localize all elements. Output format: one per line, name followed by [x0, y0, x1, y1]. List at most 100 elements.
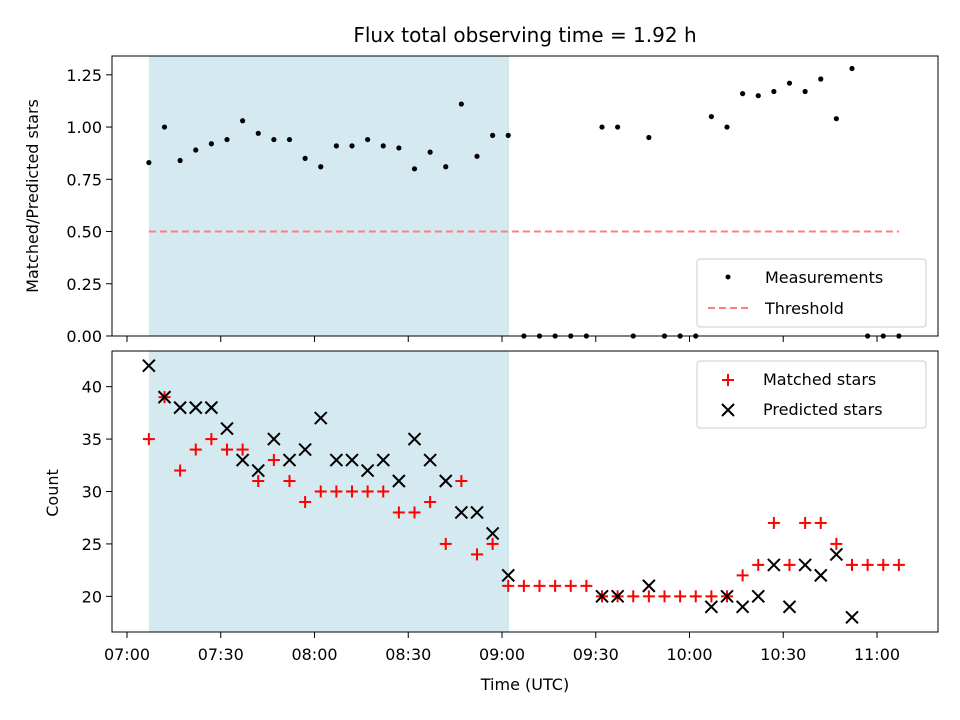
predicted-star-point	[501, 568, 515, 583]
matched-star-point	[330, 485, 343, 498]
matched-star-point	[439, 537, 452, 550]
count-legend-box	[696, 360, 927, 429]
predicted-star-point	[454, 505, 469, 520]
predicted-star-point	[251, 463, 265, 478]
predicted-star-point-b	[282, 453, 297, 467]
matched-star-point	[517, 579, 530, 592]
ratio-frame	[111, 55, 939, 337]
ratio-shaded-span	[148, 56, 509, 336]
measurement-point	[333, 143, 339, 149]
matched-star-point	[580, 579, 593, 592]
predicted-star-point	[767, 558, 781, 572]
predicted-star-point	[814, 568, 828, 583]
predicted-star-point	[173, 400, 187, 415]
measurement-point	[240, 118, 246, 124]
measurement-point	[302, 155, 308, 161]
predicted-star-point-b	[204, 400, 219, 415]
matched-star-point	[424, 495, 437, 508]
predicted-star-point-b	[173, 400, 187, 415]
predicted-star-point	[267, 432, 281, 446]
predicted-star-point-b	[595, 589, 609, 604]
predicted-star-point	[142, 358, 156, 373]
count-y-axis-title: Count	[43, 469, 62, 517]
predicted-star-point-b	[767, 558, 781, 572]
matched-star-point	[767, 516, 780, 529]
ratio-y-tick-label: 0.75	[66, 170, 102, 189]
ratio-y-tick-label: 0.25	[66, 275, 102, 294]
matched-star-point	[314, 485, 327, 498]
predicted-star-point-b	[142, 358, 156, 373]
predicted-star-point	[782, 600, 797, 614]
matched-star-point	[814, 516, 827, 529]
predicted-star-point-b	[376, 453, 390, 467]
predicted-star-point-b	[251, 463, 265, 478]
matched-star-point	[533, 579, 546, 592]
measurement-point	[146, 159, 152, 166]
predicted-star-point	[392, 474, 406, 488]
matched-star-point	[236, 443, 249, 456]
matched-star-point	[502, 579, 515, 592]
x-tick-label: 10:30	[760, 645, 806, 664]
x-tick-label: 07:30	[198, 645, 244, 664]
matched-star-point	[627, 590, 640, 603]
legend-predicted-marker	[721, 403, 735, 417]
predicted-star-point	[642, 579, 656, 593]
predicted-star-point-b	[470, 505, 484, 520]
matched-star-point	[674, 590, 687, 603]
x-tick-label: 09:30	[573, 645, 619, 664]
measurement-point	[193, 147, 199, 153]
predicted-star-point	[829, 547, 844, 562]
predicted-star-point	[595, 589, 609, 604]
matched-star-point	[564, 579, 577, 592]
measurement-point	[411, 166, 418, 172]
count-y-tick-label: 35	[82, 430, 102, 449]
matched-star-point	[377, 485, 390, 498]
measurement-point	[380, 143, 386, 149]
ratio-panel: 0.00 0.25 0.50 0.75 1.00 1.25	[66, 55, 939, 346]
predicted-star-point	[704, 600, 719, 614]
legend-measurements-label: Measurements	[765, 268, 883, 287]
count-y-tick-label: 20	[82, 587, 102, 606]
matched-star-point	[877, 558, 890, 571]
predicted-star-point-b	[267, 432, 281, 446]
matched-star-point	[705, 590, 718, 603]
measurement-point	[427, 149, 433, 155]
matched-star-point	[142, 433, 155, 446]
predicted-star-point-b	[329, 453, 344, 467]
measurement-point	[490, 132, 496, 139]
matched-star-point	[455, 475, 468, 488]
measurement-point	[443, 164, 449, 170]
ratio-y-tick-label: 1.00	[66, 118, 102, 137]
x-axis-title: Time (UTC)	[480, 675, 569, 694]
predicted-star-point-b	[360, 463, 375, 478]
measurement-point	[208, 141, 214, 147]
ratio-y-tick-label: 0.00	[66, 327, 102, 346]
predicted-star-point	[470, 505, 484, 520]
predicted-star-point	[751, 589, 765, 604]
ratio-y-tick-label: 1.25	[66, 66, 102, 85]
predicted-star-point	[360, 463, 375, 478]
x-tick-label: 08:00	[291, 645, 337, 664]
matched-star-point	[736, 569, 749, 582]
matched-star-point	[783, 558, 796, 571]
legend-measurements-marker	[725, 274, 731, 280]
measurement-point	[458, 101, 464, 107]
matched-star-point	[689, 590, 702, 603]
predicted-star-point-b	[439, 474, 453, 488]
chart-title: Flux total observing time = 1.92 h	[353, 23, 696, 47]
measurement-point	[474, 153, 480, 159]
matched-star-point	[252, 475, 265, 488]
measurement-point	[396, 145, 402, 151]
matched-star-point	[861, 558, 874, 571]
predicted-star-point-b	[610, 589, 625, 604]
x-tick-label: 11:00	[854, 645, 900, 664]
measurement-point	[349, 143, 355, 149]
predicted-star-point-b	[298, 442, 312, 457]
measurement-point	[755, 93, 761, 99]
measurement-point	[271, 136, 277, 143]
predicted-star-point-b	[345, 453, 359, 467]
matched-star-point	[174, 464, 187, 477]
predicted-star-point-b	[485, 526, 500, 541]
matched-star-point	[642, 590, 655, 603]
predicted-star-point	[235, 453, 250, 467]
